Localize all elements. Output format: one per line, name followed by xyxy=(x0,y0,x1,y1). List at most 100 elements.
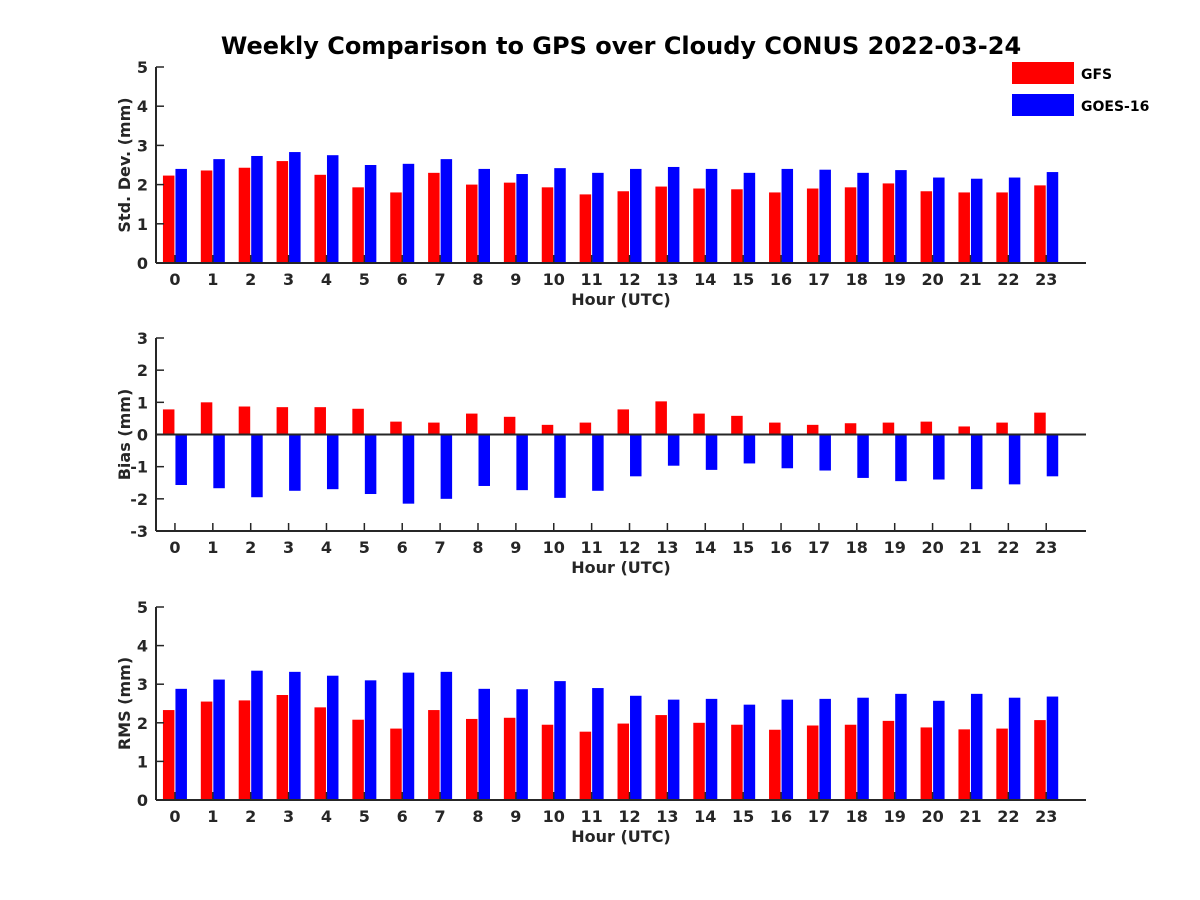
bar-goes-16-hour-22 xyxy=(1008,697,1021,800)
bar-goes-16-hour-6 xyxy=(402,672,415,800)
bar-goes-16-hour-15 xyxy=(743,172,756,263)
y-tick-label: 4 xyxy=(137,637,148,656)
bar-goes-16-hour-23 xyxy=(1046,696,1059,800)
bar-gfs-hour-8 xyxy=(466,184,478,263)
legend-swatch-gfs xyxy=(1012,62,1074,84)
x-tick-label: 4 xyxy=(321,807,332,826)
bar-gfs-hour-9 xyxy=(503,416,516,435)
x-tick-label: 18 xyxy=(846,538,868,557)
bar-gfs-hour-2 xyxy=(238,167,251,263)
bar-gfs-hour-10 xyxy=(541,424,554,435)
bar-gfs-hour-10 xyxy=(541,187,554,263)
bar-gfs-hour-3 xyxy=(276,161,289,263)
y-tick-label: 1 xyxy=(137,752,148,771)
bar-goes-16-hour-9 xyxy=(516,434,528,491)
x-tick-label: 9 xyxy=(510,270,521,289)
bar-goes-16-hour-14 xyxy=(705,698,718,800)
bar-goes-16-hour-2 xyxy=(251,155,263,263)
x-tick-label: 7 xyxy=(435,807,446,826)
bar-goes-16-hour-19 xyxy=(895,693,907,800)
x-tick-label: 21 xyxy=(959,538,981,557)
x-tick-label: 15 xyxy=(732,538,754,557)
x-tick-label: 16 xyxy=(770,807,792,826)
bar-goes-16-hour-0 xyxy=(175,688,187,800)
bar-gfs-hour-7 xyxy=(428,172,440,263)
bar-gfs-hour-20 xyxy=(920,191,933,263)
bar-gfs-hour-17 xyxy=(806,725,819,800)
bar-goes-16-hour-6 xyxy=(402,163,415,263)
bar-gfs-hour-22 xyxy=(996,728,1008,800)
x-tick-label: 16 xyxy=(770,538,792,557)
bar-goes-16-hour-21 xyxy=(970,434,983,490)
x-tick-label: 15 xyxy=(732,807,754,826)
bar-gfs-hour-5 xyxy=(352,719,364,800)
y-tick-label: 3 xyxy=(137,675,148,694)
x-tick-label: 14 xyxy=(694,270,716,289)
bar-goes-16-hour-21 xyxy=(970,178,983,263)
bar-goes-16-hour-7 xyxy=(440,434,453,499)
bar-gfs-hour-0 xyxy=(162,409,175,435)
bar-gfs-hour-1 xyxy=(200,170,213,263)
x-tick-label: 20 xyxy=(921,270,943,289)
bar-goes-16-hour-2 xyxy=(251,434,263,498)
bar-gfs-hour-16 xyxy=(769,729,781,800)
bar-gfs-hour-22 xyxy=(996,422,1008,435)
y-tick-label: 4 xyxy=(137,97,148,116)
bar-gfs-hour-12 xyxy=(617,191,630,263)
x-tick-label: 13 xyxy=(656,538,678,557)
x-axis-label: Hour (UTC) xyxy=(571,290,671,309)
x-tick-label: 3 xyxy=(283,807,294,826)
bar-gfs-hour-4 xyxy=(314,407,326,435)
bar-goes-16-hour-20 xyxy=(933,700,945,800)
bar-goes-16-hour-3 xyxy=(289,152,301,263)
y-tick-label: 0 xyxy=(137,254,148,273)
bar-goes-16-hour-11 xyxy=(592,688,604,800)
bar-gfs-hour-18 xyxy=(844,423,857,435)
x-tick-label: 19 xyxy=(884,270,906,289)
bar-gfs-hour-13 xyxy=(655,715,667,800)
bar-gfs-hour-5 xyxy=(352,408,364,435)
bar-goes-16-hour-16 xyxy=(781,434,794,469)
x-tick-label: 5 xyxy=(359,807,370,826)
x-tick-label: 3 xyxy=(283,538,294,557)
x-tick-label: 3 xyxy=(283,270,294,289)
bar-goes-16-hour-18 xyxy=(857,172,869,263)
x-tick-label: 9 xyxy=(510,807,521,826)
x-tick-label: 8 xyxy=(472,807,483,826)
bar-goes-16-hour-1 xyxy=(213,159,225,263)
bar-goes-16-hour-12 xyxy=(630,168,642,263)
x-tick-label: 4 xyxy=(321,538,332,557)
bar-goes-16-hour-10 xyxy=(554,168,566,263)
x-tick-label: 2 xyxy=(245,538,256,557)
bar-goes-16-hour-1 xyxy=(213,679,225,800)
bar-gfs-hour-0 xyxy=(162,175,175,263)
x-tick-label: 12 xyxy=(618,538,640,557)
x-tick-label: 1 xyxy=(207,538,218,557)
y-tick-label: 1 xyxy=(137,215,148,234)
y-tick-label: 2 xyxy=(137,714,148,733)
x-tick-label: 6 xyxy=(397,807,408,826)
bar-gfs-hour-23 xyxy=(1034,412,1046,435)
x-axis-label: Hour (UTC) xyxy=(571,558,671,577)
bar-goes-16-hour-1 xyxy=(213,434,225,489)
bar-gfs-hour-6 xyxy=(390,192,402,263)
legend-label-gfs: GFS xyxy=(1081,67,1112,83)
y-tick-label: 2 xyxy=(137,361,148,380)
bar-goes-16-hour-17 xyxy=(819,698,831,800)
x-tick-label: 11 xyxy=(581,807,603,826)
bar-goes-16-hour-18 xyxy=(857,434,869,478)
bar-goes-16-hour-16 xyxy=(781,699,794,800)
bar-gfs-hour-11 xyxy=(579,422,592,435)
x-tick-label: 16 xyxy=(770,270,792,289)
x-tick-label: 21 xyxy=(959,270,981,289)
x-tick-label: 11 xyxy=(581,270,603,289)
y-axis-label: RMS (mm) xyxy=(115,657,134,750)
x-tick-label: 2 xyxy=(245,270,256,289)
x-tick-label: 0 xyxy=(169,807,180,826)
y-tick-label: 3 xyxy=(137,329,148,348)
x-tick-label: 4 xyxy=(321,270,332,289)
bar-goes-16-hour-23 xyxy=(1046,434,1059,477)
bar-goes-16-hour-17 xyxy=(819,169,831,263)
bar-goes-16-hour-13 xyxy=(667,166,680,263)
